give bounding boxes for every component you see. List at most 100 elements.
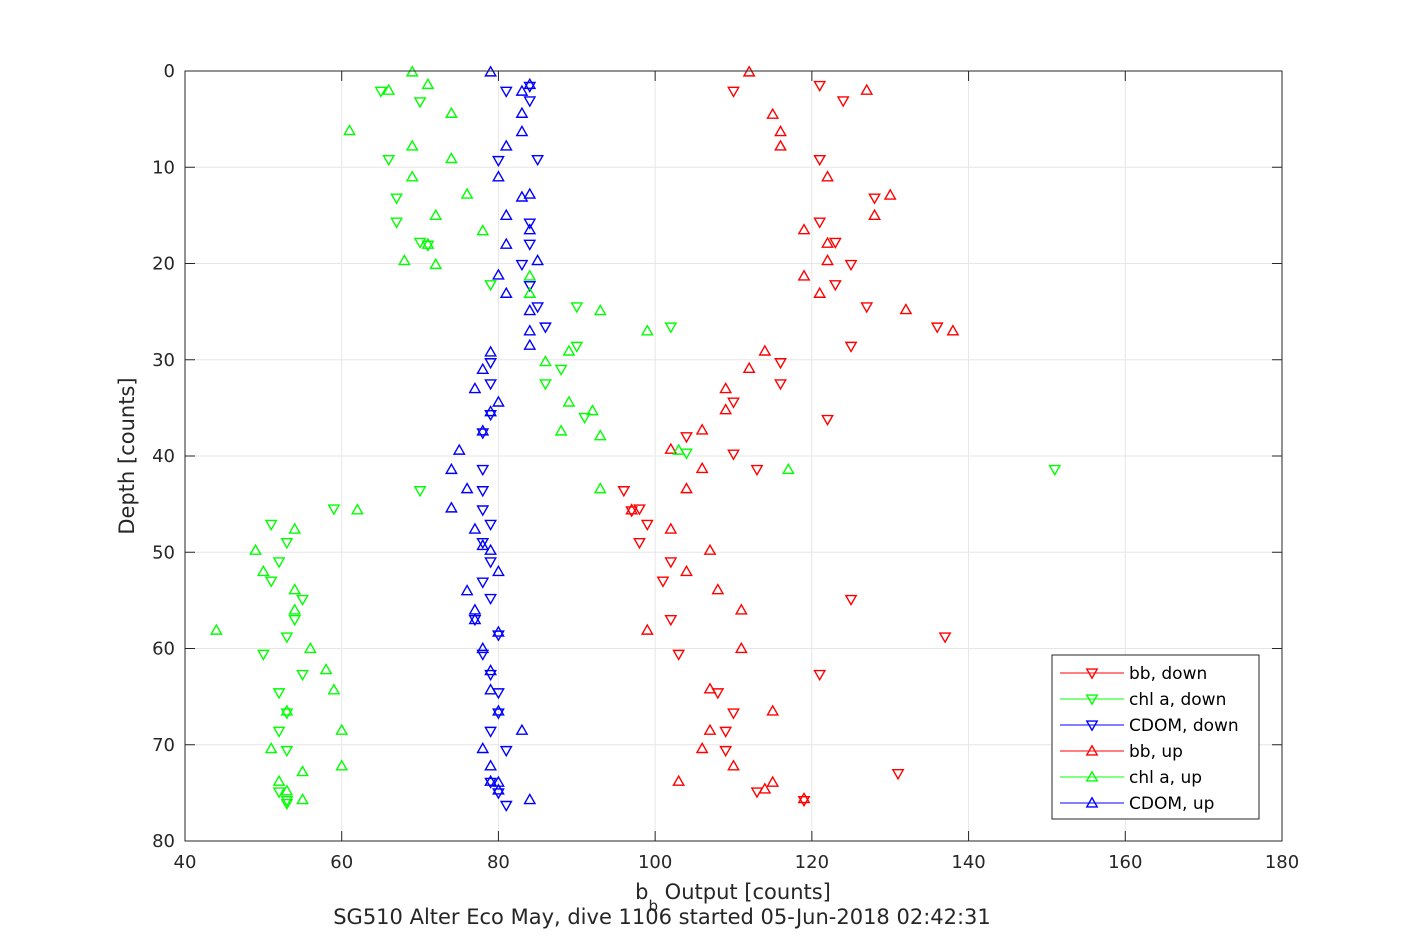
data-point <box>445 151 458 164</box>
data-point <box>468 613 482 625</box>
data-point <box>523 281 537 293</box>
data-point <box>476 538 490 551</box>
data-point <box>734 603 748 615</box>
data-point <box>672 649 686 661</box>
data-point <box>781 462 795 475</box>
data-point <box>797 795 811 808</box>
data-point <box>256 649 270 661</box>
data-point <box>327 504 341 516</box>
data-point <box>813 286 827 298</box>
data-point <box>821 170 834 182</box>
data-point <box>492 708 505 720</box>
legend-marker <box>1085 720 1099 732</box>
data-point <box>515 723 529 735</box>
data-point <box>617 486 631 498</box>
x-axis-label-main: b <box>635 880 648 904</box>
data-point <box>860 302 874 314</box>
x-tick-label: 120 <box>795 852 829 873</box>
data-point <box>719 403 733 415</box>
data-point <box>468 522 482 534</box>
legend: bb, down chl a, down CDOM, down bb, up chl a… <box>1051 654 1260 820</box>
data-point <box>774 125 787 137</box>
data-point <box>539 379 552 391</box>
data-point <box>680 482 693 494</box>
data-point <box>272 787 286 799</box>
data-point <box>280 632 294 644</box>
data-point <box>288 615 302 627</box>
data-point <box>633 504 646 516</box>
data-point <box>562 344 576 356</box>
series-3 <box>625 65 960 804</box>
x-tick-label: 100 <box>638 852 672 873</box>
x-axis-ticks: 40 60 80 100 120 140 160 180 <box>174 71 1299 873</box>
data-point <box>335 759 349 771</box>
y-tick-label: 40 <box>152 446 175 467</box>
data-point <box>523 338 537 350</box>
data-point <box>523 218 537 230</box>
data-point <box>405 139 419 151</box>
y-tick-label: 50 <box>152 542 175 563</box>
y-tick-label: 60 <box>152 639 175 660</box>
legend-label: chl a, up <box>1129 768 1202 788</box>
data-point <box>774 139 787 151</box>
data-point <box>539 322 552 334</box>
series-1 <box>256 86 1062 811</box>
y-axis-ticks: 0 10 20 30 40 50 60 70 80 <box>152 61 1282 852</box>
legend-marker <box>1085 668 1099 680</box>
data-point <box>727 86 740 98</box>
data-point <box>758 344 772 356</box>
data-point <box>774 358 787 370</box>
data-point <box>492 155 505 168</box>
data-point <box>695 741 709 754</box>
data-point <box>476 649 490 661</box>
data-point <box>938 632 952 644</box>
x-tick-label: 60 <box>330 852 353 873</box>
x-tick-label: 160 <box>1108 852 1142 873</box>
data-point <box>476 224 490 236</box>
y-tick-label: 80 <box>152 831 175 852</box>
data-point <box>272 774 286 786</box>
data-point <box>727 708 740 720</box>
series-4 <box>209 65 795 805</box>
data-point <box>797 269 811 281</box>
data-point <box>758 782 772 794</box>
data-point <box>813 217 827 229</box>
data-point <box>327 683 341 695</box>
data-point <box>523 187 537 199</box>
chart-caption: SG510 Alter Eco May, dive 1106 started 0… <box>333 905 991 929</box>
data-point <box>554 424 568 436</box>
data-point <box>727 759 740 771</box>
data-point <box>296 594 309 607</box>
data-point <box>272 688 286 700</box>
data-point <box>413 237 427 249</box>
y-tick-label: 20 <box>152 254 175 275</box>
x-axis-label-rest: Output [counts] <box>658 880 831 904</box>
data-point <box>405 170 419 182</box>
data-point <box>523 793 537 805</box>
data-point <box>680 564 693 577</box>
data-point <box>484 379 497 391</box>
data-point <box>280 538 294 550</box>
legend-marker <box>1085 694 1099 706</box>
data-point <box>821 236 834 248</box>
data-point <box>821 414 834 427</box>
data-point <box>280 795 294 808</box>
data-point <box>492 783 505 795</box>
data-point <box>734 641 748 654</box>
data-point <box>640 324 654 336</box>
data-point <box>445 106 458 118</box>
data-point <box>727 449 740 461</box>
data-point <box>296 765 309 777</box>
data-point <box>828 237 842 249</box>
data-point <box>523 304 537 316</box>
data-point <box>891 769 905 781</box>
data-point <box>429 257 443 270</box>
data-point <box>476 577 490 589</box>
data-point <box>492 395 505 407</box>
data-point <box>350 503 364 515</box>
data-point <box>813 80 827 93</box>
data-point <box>397 254 411 266</box>
data-point <box>766 107 780 119</box>
data-point <box>492 564 505 577</box>
